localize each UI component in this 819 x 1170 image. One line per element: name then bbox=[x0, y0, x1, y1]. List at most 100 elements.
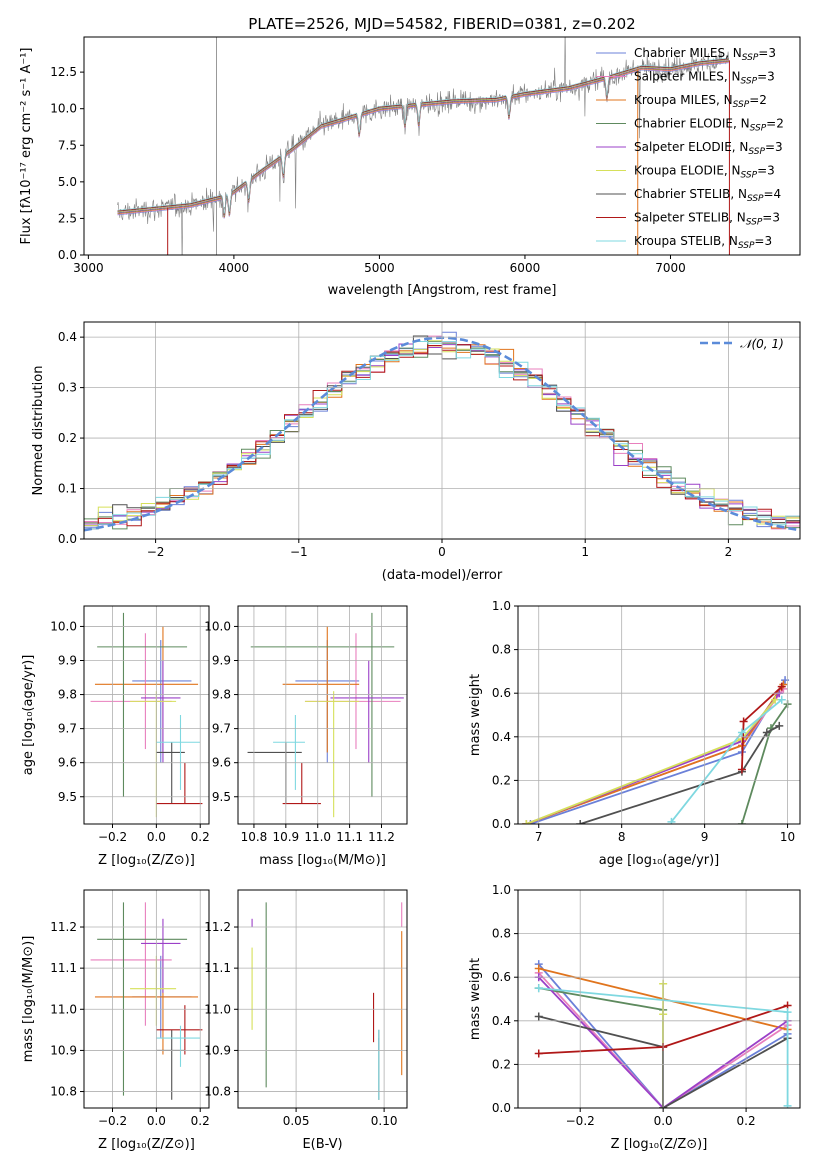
mass-weight-line bbox=[741, 703, 789, 824]
x-tick-label: −0.2 bbox=[98, 830, 127, 844]
y-tick-label: 5.0 bbox=[58, 175, 77, 189]
y-tick-label: 1.0 bbox=[492, 599, 511, 613]
panel-mass_vs_Z: −0.2 0.0 0.2 10.8 10.9 11.0 11.1 11.2 Z [log₁₀(Z… bbox=[21, 889, 210, 1152]
errorbar-point bbox=[141, 918, 181, 993]
x-tick-label: −2 bbox=[147, 545, 165, 559]
mass-weight-marker bbox=[526, 820, 535, 824]
axes-frame bbox=[237, 889, 408, 1109]
y-tick-label: 11.1 bbox=[204, 961, 231, 975]
y-axis-label: mass [log₁₀(M/M⊙)] bbox=[21, 936, 36, 1063]
y-tick-label: 10.8 bbox=[50, 1085, 77, 1099]
errorbar-point bbox=[304, 633, 401, 750]
mass-weight-marker bbox=[739, 717, 748, 726]
x-axis-label: Z [log₁₀(Z/Z⊙)] bbox=[98, 853, 195, 868]
y-axis-label: age [log₁₀(age/yr)] bbox=[21, 655, 36, 776]
axes-frame bbox=[83, 605, 210, 825]
axes-frame bbox=[517, 605, 801, 825]
legend-entry: Kroupa MILES, NSSP=2 bbox=[634, 93, 767, 110]
y-tick-label: 9.9 bbox=[58, 654, 77, 668]
gridlines bbox=[238, 890, 407, 1108]
errorbar-point bbox=[250, 612, 395, 797]
x-tick-label: 10.8 bbox=[241, 830, 268, 844]
y-tick-label: 9.9 bbox=[212, 654, 231, 668]
x-tick-label: 0.10 bbox=[371, 1114, 398, 1128]
errorbar-point bbox=[282, 626, 360, 753]
y-tick-label: 0.1 bbox=[58, 482, 77, 496]
y-tick-label: 11.2 bbox=[204, 920, 231, 934]
x-axis-label: age [log₁₀(age/yr)] bbox=[599, 853, 720, 868]
mass-weight-marker bbox=[762, 728, 771, 737]
axes-frame bbox=[83, 889, 210, 1109]
x-tick-label: 0.0 bbox=[147, 1114, 166, 1128]
errorbar-point bbox=[130, 955, 177, 1026]
y-tick-label: 9.7 bbox=[212, 722, 231, 736]
mass-weight-marker bbox=[534, 1049, 543, 1058]
age_vs_mass-plot-area bbox=[247, 612, 404, 818]
model-spectrum-line bbox=[117, 62, 729, 219]
mass-weight-marker bbox=[667, 817, 676, 824]
errorbar-point bbox=[97, 902, 188, 1096]
errorbar-point bbox=[94, 955, 199, 1055]
y-tick-label: 0.0 bbox=[58, 532, 77, 546]
y-axis-label: mass weight bbox=[468, 958, 483, 1040]
errorbar-point bbox=[156, 1025, 201, 1067]
y-axis-label: mass weight bbox=[468, 674, 483, 756]
mass-weight-line bbox=[530, 679, 786, 824]
y-tick-label: 9.8 bbox=[212, 688, 231, 702]
model-spectrum-line bbox=[117, 58, 729, 215]
y-tick-label: 10.0 bbox=[50, 102, 77, 116]
model-spectrum-line bbox=[117, 60, 729, 217]
legend-entry: Salpeter STELIB, NSSP=3 bbox=[634, 211, 780, 228]
y-tick-label: 0.8 bbox=[492, 927, 511, 941]
mass-weight-marker bbox=[737, 765, 746, 774]
y-tick-label: 10.9 bbox=[50, 1043, 77, 1057]
x-tick-label: 0.0 bbox=[147, 830, 166, 844]
x-tick-label: 10.9 bbox=[272, 830, 299, 844]
errorbar-point bbox=[90, 633, 172, 750]
errorbar-point bbox=[156, 762, 203, 805]
y-tick-label: 10.0 bbox=[50, 619, 77, 633]
errorbar-point bbox=[94, 626, 199, 753]
panel-massweight_vs_Z: −0.2 0.0 0.2 0.0 0.2 0.4 0.6 0.8 1.0 Z [log₁₀(Z/Z… bbox=[468, 883, 801, 1152]
model-spectrum-line bbox=[117, 58, 729, 216]
spectrum-legend: Chabrier MILES, NSSP=3 Salpeter MILES, NS… bbox=[596, 46, 784, 251]
gridlines bbox=[84, 606, 209, 824]
x-tick-label: 0.05 bbox=[283, 1114, 310, 1128]
y-tick-label: 0.6 bbox=[492, 686, 511, 700]
age_vs_Z-plot-area bbox=[90, 612, 203, 818]
x-tick-label: 0.2 bbox=[191, 830, 210, 844]
mass-weight-marker bbox=[783, 1008, 792, 1017]
mass-weight-marker bbox=[783, 1101, 792, 1108]
spectrum-plot-area bbox=[117, 37, 730, 255]
y-tick-label: 0.0 bbox=[492, 817, 511, 831]
x-tick-label: 7000 bbox=[655, 261, 686, 275]
mass-weight-marker bbox=[534, 984, 543, 993]
x-tick-label: 8 bbox=[618, 830, 626, 844]
x-tick-label: 0.2 bbox=[191, 1114, 210, 1128]
y-tick-label: 9.7 bbox=[58, 722, 77, 736]
x-tick-label: 0.2 bbox=[737, 1114, 756, 1128]
mass-weight-line bbox=[525, 683, 785, 824]
y-tick-label: 0.4 bbox=[492, 1014, 511, 1028]
mass-weight-marker bbox=[777, 682, 786, 691]
errorbar-point bbox=[282, 762, 321, 805]
errorbar-point bbox=[304, 691, 360, 818]
y-tick-label: 9.5 bbox=[212, 790, 231, 804]
model-spectrum-line bbox=[117, 59, 729, 216]
mass-weight-marker bbox=[576, 820, 585, 824]
panel-age_vs_mass: 10.8 10.9 11.0 11.1 11.2 9.5 9.6 9.7 9.8 9.9 10.0 m… bbox=[204, 605, 408, 868]
model-spectrum-line bbox=[117, 61, 729, 218]
legend-entry: Chabrier MILES, NSSP=3 bbox=[634, 46, 776, 63]
errorbar-point bbox=[130, 691, 177, 818]
errorbar-point bbox=[90, 902, 172, 1026]
spectrum-title: PLATE=2526, MJD=54582, FIBERID=0381, z=0… bbox=[248, 15, 635, 33]
errorbar-point bbox=[97, 612, 188, 797]
mass_vs_Z-plot-area bbox=[90, 902, 203, 1100]
x-tick-label: 2 bbox=[725, 545, 733, 559]
y-tick-label: 9.6 bbox=[212, 756, 231, 770]
y-axis-label: Flux [fλ10⁻¹⁷ erg cm⁻² s⁻¹ A⁻¹] bbox=[19, 48, 34, 245]
y-tick-label: 0.0 bbox=[492, 1101, 511, 1115]
x-axis-label: Z [log₁₀(Z/Z⊙)] bbox=[611, 1137, 708, 1152]
mass-weight-marker bbox=[777, 695, 786, 704]
